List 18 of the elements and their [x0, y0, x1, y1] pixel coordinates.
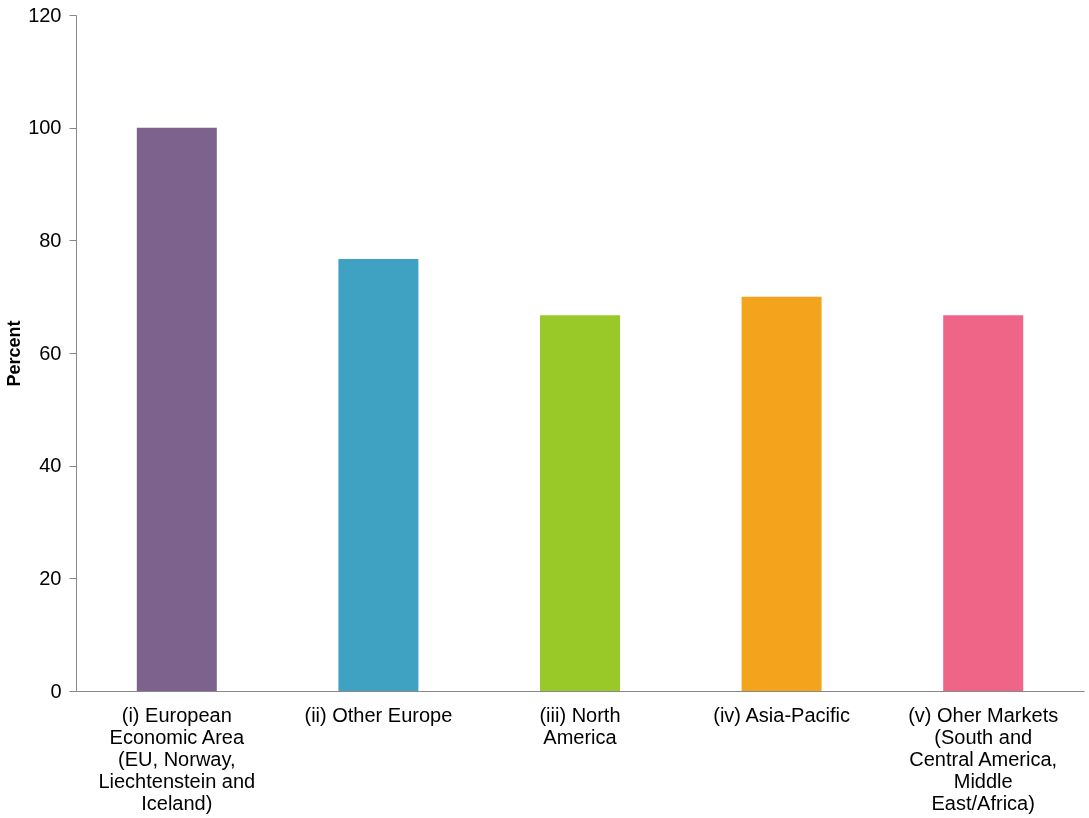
- bar: [338, 258, 419, 691]
- y-tick-label: 0: [50, 679, 62, 702]
- bar: [136, 127, 217, 691]
- x-tick-label: (iv) Asia-Pacific: [713, 703, 850, 726]
- y-tick-label: 60: [39, 341, 62, 364]
- y-tick-label: 100: [28, 116, 62, 139]
- bar: [741, 296, 822, 691]
- bar: [943, 315, 1024, 691]
- y-axis-title: Percent: [4, 320, 25, 387]
- y-tick-label: 80: [39, 228, 62, 251]
- x-tick-label: (v) Oher Markets (South and Central America, Middle East/Africa): [908, 703, 1059, 814]
- y-tick-label: 120: [28, 3, 62, 26]
- y-tick-label: 20: [39, 566, 62, 589]
- y-tick-label: 40: [39, 454, 62, 477]
- bar: [540, 315, 620, 691]
- x-tick-label: (i) European Economic Area (EU, Norway, Liechtenstein and Iceland): [98, 703, 256, 814]
- x-tick-label: (iii) North America: [539, 703, 621, 748]
- x-tick-label: (ii) Other Europe: [304, 703, 453, 726]
